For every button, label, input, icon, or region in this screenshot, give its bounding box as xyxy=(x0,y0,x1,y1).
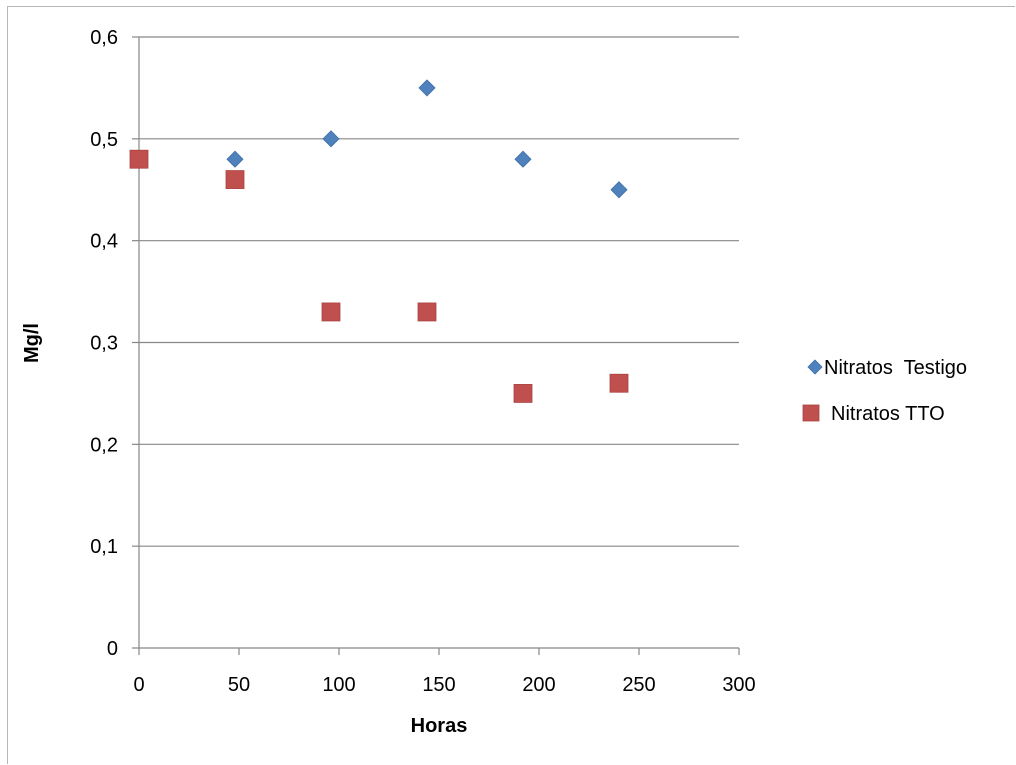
y-tick-label: 0,1 xyxy=(90,536,118,558)
legend-label-tto: Nitratos TTO xyxy=(831,403,945,425)
axes xyxy=(132,36,740,655)
chart-frame xyxy=(7,6,1015,764)
tto-point xyxy=(513,384,533,403)
x-tick-label: 150 xyxy=(422,674,455,696)
x-tick-label: 200 xyxy=(522,674,555,696)
testigo-point xyxy=(610,181,628,199)
y-tick-label: 0,6 xyxy=(90,27,118,49)
x-tick-label: 0 xyxy=(133,674,144,696)
x-tick-label: 250 xyxy=(622,674,655,696)
legend-diamond-icon xyxy=(807,359,823,375)
testigo-point xyxy=(418,79,436,97)
tto-point xyxy=(417,302,437,322)
legend-square-icon xyxy=(802,404,820,422)
x-tick-label: 300 xyxy=(722,674,755,696)
tto-point xyxy=(129,149,149,169)
legend: Nitratos Testigo Nitratos TTO xyxy=(802,357,967,425)
testigo-point xyxy=(322,130,340,148)
y-tick-label: 0,4 xyxy=(90,231,118,253)
y-axis-title: Mg/l xyxy=(21,323,43,363)
tto-point xyxy=(321,302,341,322)
tto-point xyxy=(609,373,629,393)
x-tick-label: 50 xyxy=(228,674,250,696)
y-tick-label: 0 xyxy=(107,638,118,660)
y-tick-label: 0,2 xyxy=(90,434,118,456)
tto-point xyxy=(225,170,245,189)
grid-lines xyxy=(139,36,739,547)
legend-label-testigo: Nitratos Testigo xyxy=(824,357,967,379)
x-axis-title: Horas xyxy=(411,715,468,737)
y-tick-labels: 0 0,1 0,2 0,3 0,4 0,5 0,6 xyxy=(90,27,118,660)
x-tick-labels: 0 50 100 150 200 250 300 xyxy=(133,674,755,696)
testigo-point xyxy=(226,150,244,168)
testigo-point xyxy=(514,150,532,168)
data-points xyxy=(129,79,629,403)
y-tick-label: 0,3 xyxy=(90,333,118,355)
x-tick-label: 100 xyxy=(322,674,355,696)
y-tick-label: 0,5 xyxy=(90,129,118,151)
